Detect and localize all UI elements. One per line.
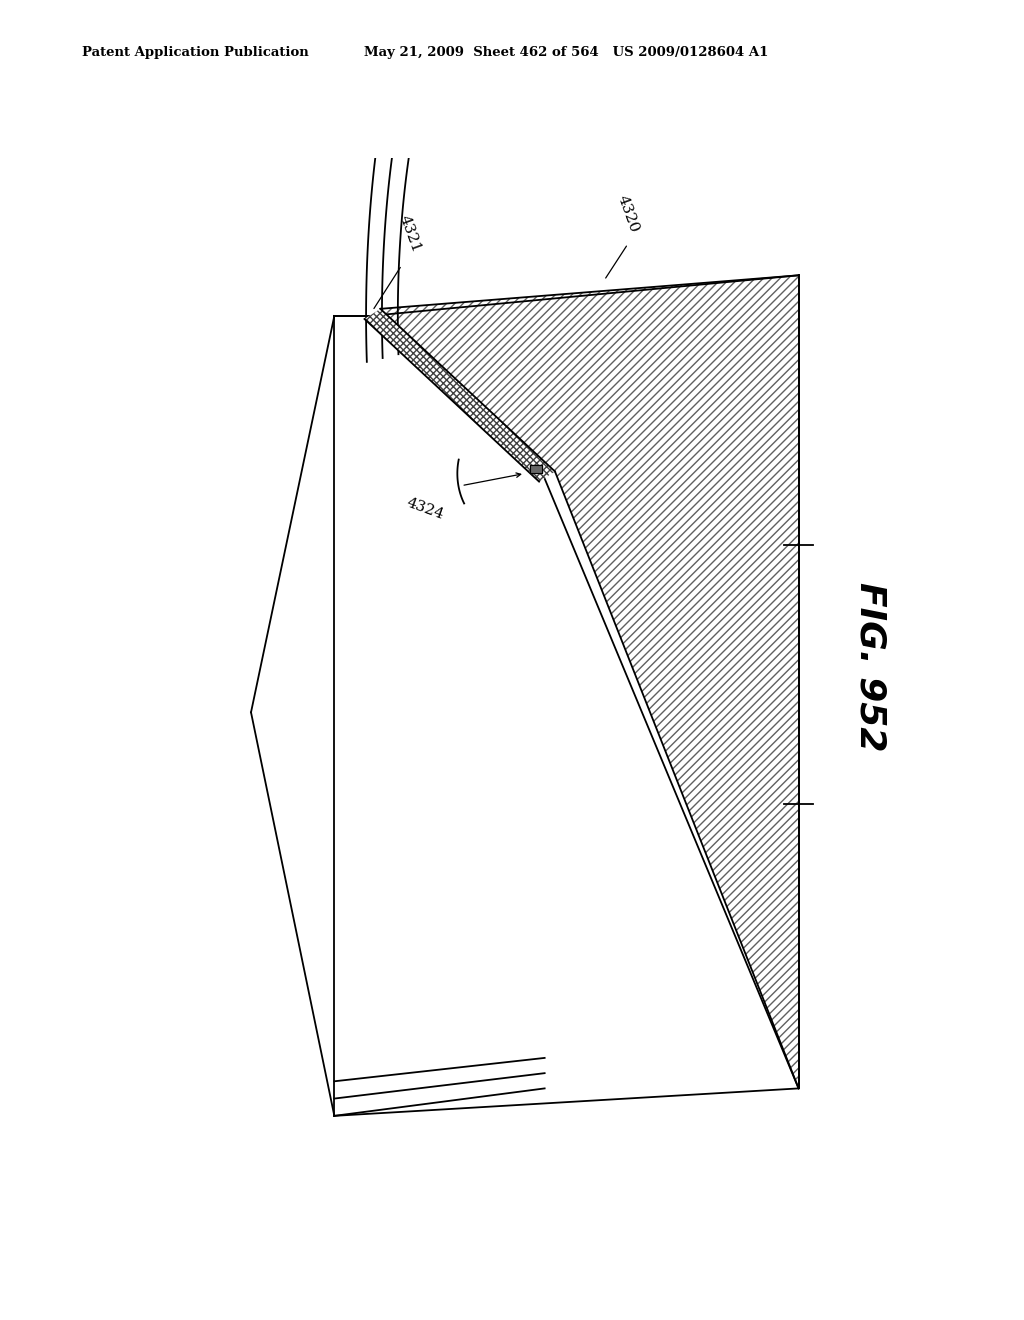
Polygon shape <box>529 466 543 474</box>
Text: 4321: 4321 <box>396 214 423 255</box>
Text: 4320: 4320 <box>614 193 641 235</box>
Text: 4324: 4324 <box>404 496 446 523</box>
Text: FIG. 952: FIG. 952 <box>853 582 887 751</box>
Text: May 21, 2009  Sheet 462 of 564   US 2009/0128604 A1: May 21, 2009 Sheet 462 of 564 US 2009/01… <box>364 46 768 59</box>
Polygon shape <box>365 309 555 482</box>
Text: Patent Application Publication: Patent Application Publication <box>82 46 308 59</box>
